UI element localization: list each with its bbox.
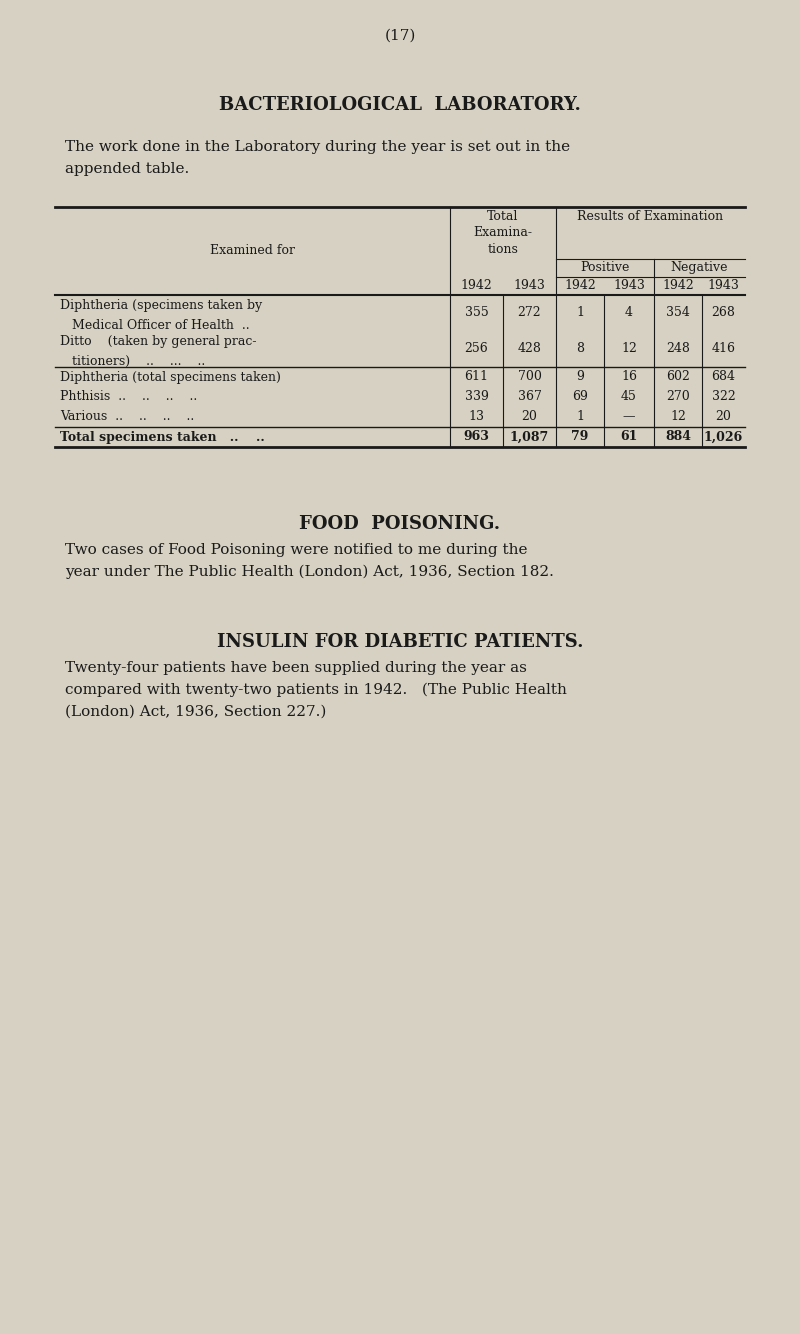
- Text: 1943: 1943: [514, 279, 546, 292]
- Text: 16: 16: [621, 371, 637, 383]
- Text: 1943: 1943: [707, 279, 739, 292]
- Text: 367: 367: [518, 391, 542, 403]
- Text: 428: 428: [518, 343, 542, 355]
- Text: Twenty-four patients have been supplied during the year as: Twenty-four patients have been supplied …: [65, 662, 527, 675]
- Text: 79: 79: [571, 431, 589, 443]
- Text: 61: 61: [620, 431, 638, 443]
- Text: 12: 12: [621, 343, 637, 355]
- Text: Phthisis  ..    ..    ..    ..: Phthisis .. .. .. ..: [60, 391, 198, 403]
- Text: (London) Act, 1936, Section 227.): (London) Act, 1936, Section 227.): [65, 704, 326, 719]
- Text: 20: 20: [522, 411, 538, 423]
- Text: Total
Examina-
tions: Total Examina- tions: [474, 209, 533, 256]
- Text: 69: 69: [572, 391, 588, 403]
- Text: compared with twenty-two patients in 1942.   (The Public Health: compared with twenty-two patients in 194…: [65, 683, 567, 698]
- Text: BACTERIOLOGICAL  LABORATORY.: BACTERIOLOGICAL LABORATORY.: [219, 96, 581, 113]
- Text: Results of Examination: Results of Examination: [578, 209, 723, 223]
- Text: 354: 354: [666, 307, 690, 320]
- Text: 322: 322: [712, 391, 735, 403]
- Text: Positive: Positive: [580, 261, 630, 273]
- Text: 1942: 1942: [461, 279, 492, 292]
- Text: 611: 611: [465, 371, 489, 383]
- Text: 20: 20: [715, 411, 731, 423]
- Text: 12: 12: [670, 411, 686, 423]
- Text: Total specimens taken   ..    ..: Total specimens taken .. ..: [60, 431, 265, 443]
- Text: Examined for: Examined for: [210, 244, 295, 257]
- Text: 963: 963: [463, 431, 490, 443]
- Text: INSULIN FOR DIABETIC PATIENTS.: INSULIN FOR DIABETIC PATIENTS.: [217, 634, 583, 651]
- Text: Two cases of Food Poisoning were notified to me during the: Two cases of Food Poisoning were notifie…: [65, 543, 527, 558]
- Text: FOOD  POISONING.: FOOD POISONING.: [299, 515, 501, 534]
- Text: 256: 256: [465, 343, 488, 355]
- Text: 270: 270: [666, 391, 690, 403]
- Text: Ditto    (taken by general prac-: Ditto (taken by general prac-: [60, 335, 257, 348]
- Text: 1943: 1943: [613, 279, 645, 292]
- Text: 355: 355: [465, 307, 488, 320]
- Text: 1: 1: [576, 307, 584, 320]
- Text: 884: 884: [665, 431, 691, 443]
- Text: Medical Officer of Health  ..: Medical Officer of Health ..: [60, 319, 250, 332]
- Text: The work done in the Laboratory during the year is set out in the: The work done in the Laboratory during t…: [65, 140, 570, 153]
- Text: Negative: Negative: [670, 261, 728, 273]
- Text: 248: 248: [666, 343, 690, 355]
- Text: 4: 4: [625, 307, 633, 320]
- Text: 602: 602: [666, 371, 690, 383]
- Text: (17): (17): [384, 29, 416, 43]
- Text: 9: 9: [576, 371, 584, 383]
- Text: Diphtheria (specimens taken by: Diphtheria (specimens taken by: [60, 299, 262, 312]
- Text: 268: 268: [711, 307, 735, 320]
- Text: 1,087: 1,087: [510, 431, 549, 443]
- Text: year under The Public Health (London) Act, 1936, Section 182.: year under The Public Health (London) Ac…: [65, 566, 554, 579]
- Text: 13: 13: [469, 411, 485, 423]
- Text: 339: 339: [465, 391, 489, 403]
- Text: 272: 272: [518, 307, 542, 320]
- Text: 700: 700: [518, 371, 542, 383]
- Text: Diphtheria (total specimens taken): Diphtheria (total specimens taken): [60, 371, 281, 383]
- Text: 1942: 1942: [564, 279, 596, 292]
- Text: 684: 684: [711, 371, 735, 383]
- Text: —: —: [622, 411, 635, 423]
- Text: 45: 45: [621, 391, 637, 403]
- Text: appended table.: appended table.: [65, 161, 190, 176]
- Text: 8: 8: [576, 343, 584, 355]
- Text: titioners)    ..    ...    ..: titioners) .. ... ..: [60, 355, 206, 368]
- Text: 1: 1: [576, 411, 584, 423]
- Text: 416: 416: [711, 343, 735, 355]
- Text: 1942: 1942: [662, 279, 694, 292]
- Text: 1,026: 1,026: [704, 431, 743, 443]
- Text: Various  ..    ..    ..    ..: Various .. .. .. ..: [60, 411, 194, 423]
